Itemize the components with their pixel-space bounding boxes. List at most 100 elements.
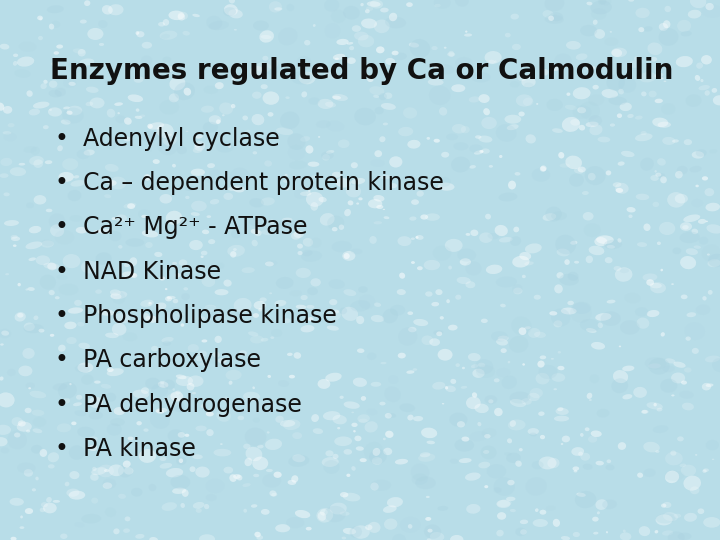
Ellipse shape: [276, 277, 294, 289]
Ellipse shape: [123, 202, 136, 208]
Ellipse shape: [151, 346, 158, 352]
Ellipse shape: [450, 535, 464, 540]
Ellipse shape: [156, 124, 174, 138]
Ellipse shape: [66, 111, 73, 115]
Ellipse shape: [223, 193, 233, 200]
Ellipse shape: [287, 4, 294, 11]
Ellipse shape: [184, 434, 189, 437]
Ellipse shape: [127, 204, 135, 209]
Ellipse shape: [286, 517, 305, 528]
Ellipse shape: [494, 408, 503, 416]
Ellipse shape: [663, 502, 671, 508]
Ellipse shape: [665, 471, 679, 483]
Ellipse shape: [696, 185, 699, 187]
Ellipse shape: [181, 323, 184, 327]
Ellipse shape: [705, 355, 720, 362]
Ellipse shape: [105, 164, 119, 172]
Ellipse shape: [684, 139, 692, 145]
Ellipse shape: [459, 458, 472, 463]
Ellipse shape: [474, 403, 489, 413]
Ellipse shape: [191, 212, 199, 216]
Ellipse shape: [29, 226, 41, 233]
Ellipse shape: [675, 194, 688, 204]
Ellipse shape: [33, 315, 38, 320]
Ellipse shape: [565, 105, 577, 110]
Ellipse shape: [318, 197, 327, 202]
Ellipse shape: [225, 370, 242, 380]
Ellipse shape: [436, 289, 443, 295]
Ellipse shape: [351, 411, 354, 413]
Ellipse shape: [411, 238, 415, 240]
Ellipse shape: [24, 322, 35, 331]
Ellipse shape: [253, 474, 259, 477]
Ellipse shape: [14, 433, 20, 437]
Ellipse shape: [332, 96, 341, 99]
Ellipse shape: [406, 370, 415, 374]
Ellipse shape: [549, 12, 563, 21]
Ellipse shape: [296, 268, 311, 278]
Ellipse shape: [176, 376, 193, 386]
Ellipse shape: [450, 379, 456, 384]
Ellipse shape: [19, 163, 25, 166]
Ellipse shape: [472, 72, 490, 83]
Ellipse shape: [689, 166, 702, 172]
Ellipse shape: [469, 165, 476, 168]
Ellipse shape: [141, 215, 147, 218]
Ellipse shape: [649, 283, 662, 288]
Ellipse shape: [47, 5, 64, 13]
Ellipse shape: [217, 262, 225, 269]
Ellipse shape: [46, 208, 53, 212]
Ellipse shape: [702, 383, 711, 390]
Ellipse shape: [0, 437, 8, 447]
Ellipse shape: [312, 428, 323, 434]
Ellipse shape: [53, 500, 60, 503]
Ellipse shape: [269, 292, 272, 294]
Ellipse shape: [195, 467, 210, 477]
Ellipse shape: [410, 39, 430, 58]
Ellipse shape: [37, 16, 43, 20]
Ellipse shape: [29, 258, 36, 261]
Ellipse shape: [55, 87, 66, 97]
Ellipse shape: [591, 342, 605, 349]
Ellipse shape: [20, 516, 23, 518]
Ellipse shape: [148, 122, 164, 130]
Ellipse shape: [551, 358, 554, 360]
Ellipse shape: [114, 102, 123, 106]
Ellipse shape: [420, 214, 428, 220]
Ellipse shape: [10, 167, 26, 176]
Ellipse shape: [399, 273, 405, 279]
Ellipse shape: [292, 71, 312, 84]
Ellipse shape: [110, 289, 121, 296]
Ellipse shape: [107, 109, 115, 118]
Ellipse shape: [60, 534, 68, 539]
Ellipse shape: [322, 154, 330, 161]
Ellipse shape: [596, 235, 614, 244]
Ellipse shape: [166, 211, 182, 225]
Ellipse shape: [662, 137, 675, 145]
Ellipse shape: [66, 337, 76, 344]
Ellipse shape: [68, 307, 83, 314]
Ellipse shape: [546, 99, 563, 111]
Ellipse shape: [269, 1, 282, 12]
Ellipse shape: [430, 532, 444, 540]
Ellipse shape: [271, 329, 282, 337]
Ellipse shape: [57, 145, 63, 151]
Ellipse shape: [712, 458, 714, 460]
Ellipse shape: [144, 148, 152, 152]
Ellipse shape: [124, 137, 131, 141]
Ellipse shape: [481, 148, 490, 154]
Ellipse shape: [259, 298, 266, 302]
Ellipse shape: [606, 464, 615, 470]
Ellipse shape: [25, 288, 28, 291]
Ellipse shape: [412, 474, 428, 485]
Ellipse shape: [48, 262, 56, 271]
Ellipse shape: [84, 0, 90, 6]
Ellipse shape: [184, 186, 196, 191]
Ellipse shape: [580, 453, 590, 461]
Ellipse shape: [486, 265, 503, 274]
Ellipse shape: [55, 230, 74, 245]
Ellipse shape: [534, 332, 546, 338]
Ellipse shape: [326, 150, 334, 154]
Ellipse shape: [673, 514, 681, 518]
Ellipse shape: [46, 497, 52, 503]
